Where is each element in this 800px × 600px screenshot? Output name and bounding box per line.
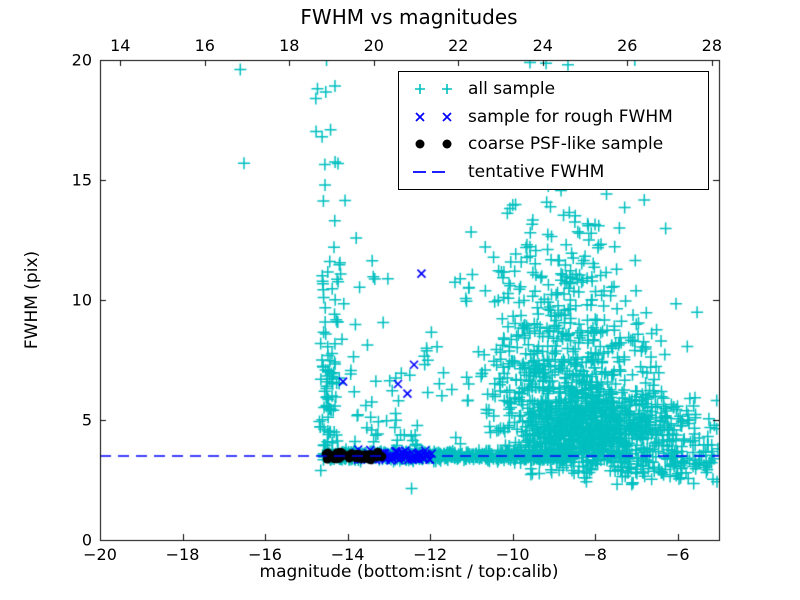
x-tick-label-bottom: −12 [413, 545, 448, 564]
x-tick-label-bottom: −6 [665, 545, 690, 564]
dot-marker-icon [415, 139, 452, 149]
x-tick-label-bottom: −8 [583, 545, 607, 564]
y-tick-label: 15 [71, 170, 92, 190]
legend-entry-all-sample: all sample [406, 75, 708, 102]
legend-entry-psf-sample: coarse PSF-like sample [406, 131, 708, 158]
legend-entry-tentative-fwhm: tentative FWHM [406, 159, 708, 186]
y-tick-label: 5 [81, 410, 92, 430]
legend-label: coarse PSF-like sample [468, 134, 664, 155]
y-tick-label: 20 [71, 50, 92, 70]
dashed-line-icon [413, 171, 445, 174]
x-tick-label-bottom: −10 [495, 545, 530, 564]
x-tick-label-bottom: −20 [83, 545, 117, 564]
legend-label: all sample [468, 78, 556, 99]
x-tick-label-bottom: −16 [248, 545, 282, 564]
chart-title: FWHM vs magnitudes [300, 5, 518, 29]
y-tick-label: 10 [71, 290, 92, 310]
y-axis-label: FWHM (pix) [22, 250, 42, 350]
x-tick-label-bottom: −14 [330, 545, 365, 564]
plus-marker-icon [415, 83, 452, 94]
cross-marker-icon [415, 112, 452, 122]
x-tick-label-bottom: −18 [165, 545, 200, 564]
x-tick-label-top: 14 [110, 36, 131, 55]
legend-label: sample for rough FWHM [468, 106, 673, 127]
x-tick-label-top: 28 [701, 36, 722, 55]
x-axis-label: magnitude (bottom:isnt / top:calib) [259, 562, 559, 582]
x-tick-label-top: 22 [448, 36, 469, 55]
y-tick-label: 0 [81, 530, 92, 550]
x-tick-label-top: 16 [194, 36, 215, 55]
legend-entry-rough-fwhm: sample for rough FWHM [406, 103, 708, 130]
x-tick-label-top: 18 [279, 36, 300, 55]
legend: all sample sample for rough FWHM coarse … [398, 71, 709, 190]
x-tick-label-top: 24 [532, 36, 553, 55]
legend-label: tentative FWHM [468, 162, 605, 183]
x-tick-label-top: 26 [617, 36, 638, 55]
x-tick-label-top: 20 [363, 36, 384, 55]
